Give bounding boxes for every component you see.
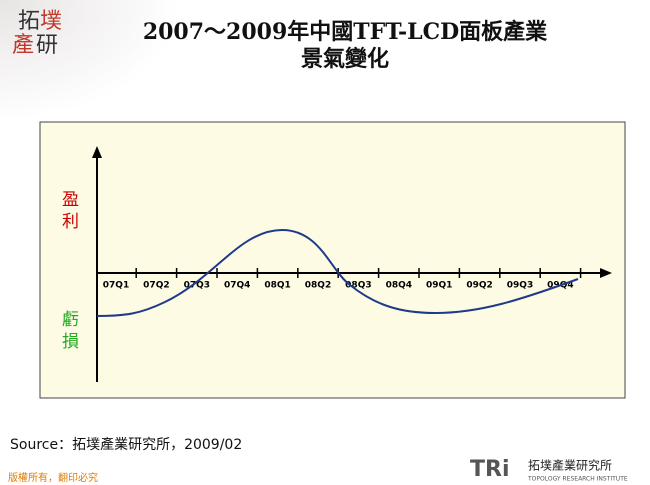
y-top-label: 盈利 — [62, 190, 79, 232]
y-bottom-label: 虧損 — [62, 310, 79, 352]
x-category-label: 08Q2 — [305, 281, 331, 291]
brand-name: 拓墣產業研究所 — [528, 458, 612, 473]
source: Source：拓墣產業研究所，2009/02 — [10, 436, 242, 453]
x-category-label: 07Q3 — [184, 281, 210, 291]
x-category-label: 09Q3 — [507, 281, 533, 291]
corner-shade — [0, 0, 180, 120]
x-category-label: 08Q1 — [264, 281, 290, 291]
x-category-label: 07Q2 — [143, 281, 169, 291]
x-category-label: 07Q4 — [224, 281, 250, 291]
brand: TRi — [470, 457, 510, 482]
x-category-label: 09Q1 — [426, 281, 452, 291]
x-axis-arrow — [600, 268, 612, 278]
x-category-label: 07Q1 — [103, 281, 129, 291]
logo-char: 研 — [36, 33, 58, 58]
chart-box — [39, 121, 626, 399]
x-category-label: 08Q4 — [386, 281, 412, 291]
brand-english: TOPOLOGY RESEARCH INSTITUTE — [527, 476, 628, 483]
logo-char: 拓 — [18, 9, 40, 34]
y-axis-arrow — [92, 146, 102, 158]
x-category-label: 09Q2 — [466, 281, 492, 291]
trend-curve — [96, 228, 579, 317]
logo-char: 墣 — [40, 9, 62, 34]
logo-char: 產 — [12, 33, 34, 58]
copyright: 版權所有，翻印必究 — [8, 471, 98, 484]
title: 2007～2009年中國TFT-LCD面板產業 — [143, 19, 548, 45]
x-category-label: 08Q3 — [345, 281, 371, 291]
title: 景氣變化 — [301, 46, 389, 72]
